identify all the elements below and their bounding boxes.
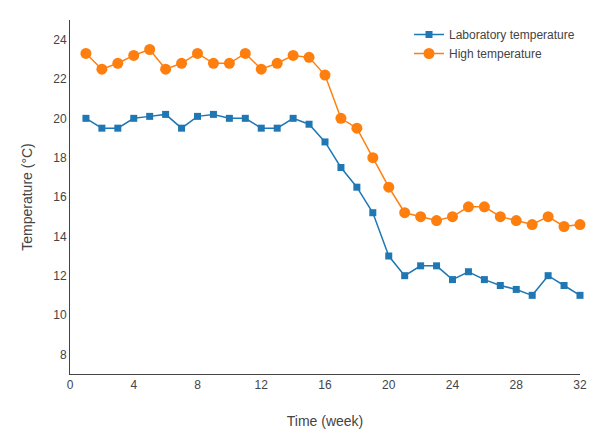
svg-text:12: 12 <box>255 378 269 392</box>
svg-text:16: 16 <box>318 378 332 392</box>
svg-text:High temperature: High temperature <box>449 47 542 61</box>
svg-text:22: 22 <box>53 72 67 86</box>
svg-text:Laboratory temperature: Laboratory temperature <box>449 28 575 42</box>
svg-text:20: 20 <box>382 378 396 392</box>
svg-text:20: 20 <box>53 112 67 126</box>
svg-text:14: 14 <box>53 230 67 244</box>
svg-text:32: 32 <box>573 378 587 392</box>
svg-text:16: 16 <box>53 190 67 204</box>
svg-text:12: 12 <box>53 269 67 283</box>
svg-text:8: 8 <box>194 378 201 392</box>
svg-text:0: 0 <box>67 378 74 392</box>
svg-text:18: 18 <box>53 151 67 165</box>
svg-text:4: 4 <box>130 378 137 392</box>
svg-text:Time (week): Time (week) <box>287 413 364 429</box>
svg-text:28: 28 <box>510 378 524 392</box>
svg-text:24: 24 <box>53 33 67 47</box>
svg-text:24: 24 <box>446 378 460 392</box>
svg-text:8: 8 <box>60 348 67 362</box>
svg-text:10: 10 <box>53 308 67 322</box>
svg-text:Temperature (°C): Temperature (°C) <box>19 143 35 251</box>
